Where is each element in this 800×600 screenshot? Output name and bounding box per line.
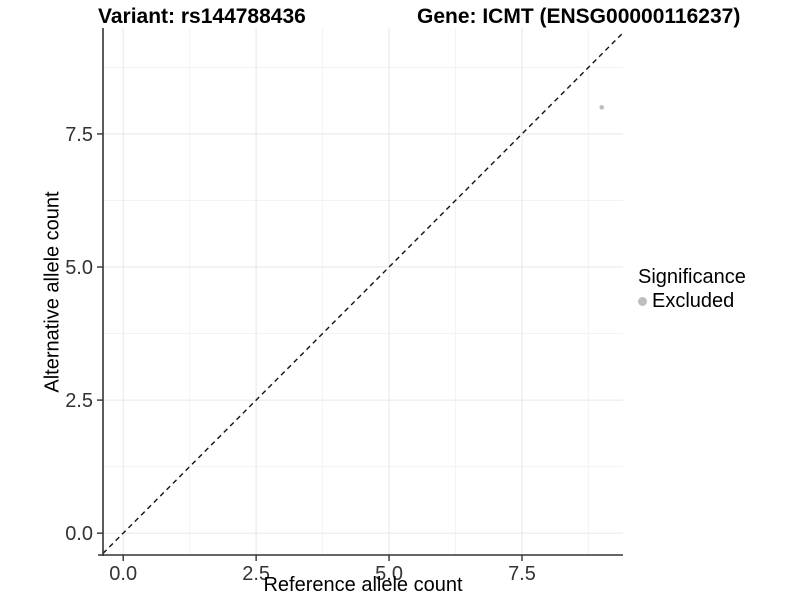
svg-text:2.5: 2.5 <box>242 563 270 585</box>
svg-text:0.0: 0.0 <box>65 523 93 545</box>
svg-text:5.0: 5.0 <box>375 563 403 585</box>
x-axis-title: Reference allele count <box>263 574 463 596</box>
legend: Significance Excluded <box>638 265 746 312</box>
legend-item-label: Excluded <box>652 290 735 312</box>
legend-title: Significance <box>638 266 746 288</box>
plot-title-variant: Variant: rs144788436 <box>98 5 306 28</box>
excluded-point-icon <box>638 296 647 306</box>
plot-title-gene: Gene: ICMT (ENSG00000116237) <box>417 5 741 28</box>
svg-text:7.5: 7.5 <box>65 124 93 146</box>
legend-item-excluded: Excluded <box>638 290 746 312</box>
y-axis-title: Alternative allele count <box>41 191 64 393</box>
svg-text:7.5: 7.5 <box>508 563 536 585</box>
svg-text:2.5: 2.5 <box>65 390 93 412</box>
svg-text:0.0: 0.0 <box>109 563 137 585</box>
svg-text:5.0: 5.0 <box>65 257 93 279</box>
